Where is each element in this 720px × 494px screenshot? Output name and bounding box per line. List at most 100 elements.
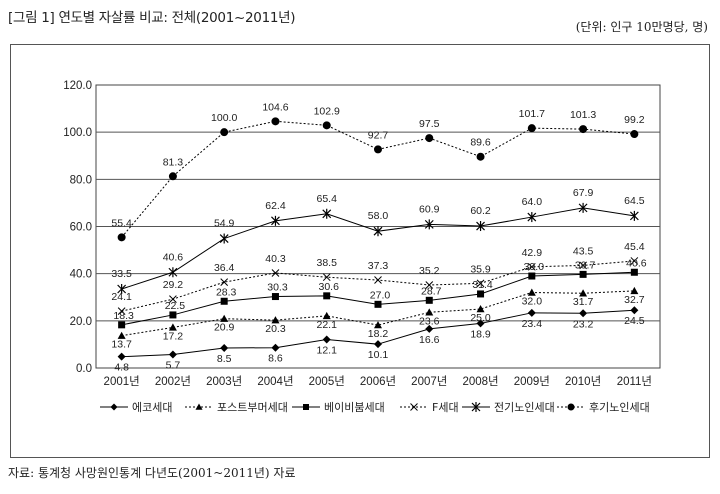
data-label: 32.7 [624,294,645,306]
x-tick-label: 2007년 [411,375,447,388]
data-label: 20.3 [265,323,286,335]
data-label: 62.4 [265,200,286,212]
data-label: 28.3 [216,286,237,298]
data-label: 36.4 [214,262,235,274]
data-label: 18.9 [470,328,491,340]
data-label: 40.3 [265,253,286,265]
asterisk-marker [373,226,383,237]
y-axis-ticks: 0.0 20.0 40.0 60.0 80.0 100.0 120.0 [63,80,92,375]
data-label: 40.6 [163,251,184,263]
triangle-marker [579,289,588,297]
data-label: 60.2 [470,205,491,217]
legend-label: 베이비붐세대 [324,401,385,414]
data-label: 101.3 [570,109,596,121]
asterisk-marker [271,215,280,226]
x-marker [527,262,536,271]
x-tick-label: 2011년 [617,375,652,388]
square-marker [220,297,228,305]
diamond-marker [425,324,434,333]
data-label: 23.2 [573,318,594,330]
data-label: 37.3 [368,260,389,272]
circle-marker [425,134,434,143]
legend-label: 에코세대 [132,401,172,414]
diamond-marker [630,306,639,315]
triangle-marker [195,403,203,410]
data-label: 17.2 [163,330,184,342]
data-label: 40.6 [626,257,647,269]
data-label: 58.0 [368,210,389,222]
asterisk-marker [117,283,127,294]
x-tick-label: 2002년 [155,375,191,388]
x-tick-label: 2005년 [309,375,345,388]
asterisk-marker [322,208,332,219]
data-label: 38.5 [317,257,338,269]
asterisk-marker [527,212,537,223]
circle-marker [271,117,280,126]
data-label: 25.0 [470,312,491,324]
data-label: 35.2 [419,265,440,277]
x-marker-stroke [425,281,434,289]
series-line [121,290,635,337]
data-label: 32.0 [522,296,543,308]
data-label: 8.5 [217,353,232,365]
data-label: 22.1 [317,319,338,331]
x-marker [169,295,177,303]
data-label: 33.5 [111,268,132,280]
data-label: 5.7 [166,360,181,372]
y-tick-label: 20.0 [70,316,92,328]
x-marker [374,276,382,284]
x-axis-ticks: 2001년 2002년 2003년 2004년 2005년 2006년 2007년 2008년… [104,375,652,388]
data-label: 55.4 [111,217,132,229]
x-marker-stroke [476,279,485,288]
data-label: 35.9 [470,263,491,275]
data-label: 23.4 [522,318,543,330]
asterisk-marker [168,267,178,278]
x-tick-label: 2001년 [104,375,140,388]
x-tick-label: 2003년 [206,375,242,388]
data-label: 16.6 [419,334,440,346]
triangle-marker [168,323,177,331]
legend-label: 포스트부머세대 [217,401,288,414]
data-label: 104.6 [262,101,288,113]
data-label: 45.4 [624,241,645,253]
data-label: 60.9 [419,203,440,215]
square-marker [477,290,485,298]
triangle-marker [117,331,126,339]
square-marker [374,300,382,308]
asterisk-marker [476,221,485,232]
data-label: 64.0 [522,196,543,208]
asterisk-marker [629,210,639,221]
data-label: 39.0 [524,261,545,273]
triangle-marker [322,311,331,320]
x-tick-label: 2008년 [462,375,498,388]
grid-lines [96,131,660,322]
data-label: 23.6 [419,315,440,327]
square-marker [528,272,536,280]
square-marker [630,268,638,276]
data-label: 92.7 [368,129,389,141]
circle-marker [322,121,331,130]
asterisk-marker [424,219,434,230]
source-note: 자료: 통계청 사망원인통계 다년도(2001~2011년) 자료 [8,466,296,480]
square-marker [425,296,433,304]
circle-marker [168,172,177,181]
circle-marker [579,125,588,134]
data-label: 81.3 [163,156,184,168]
triangle-marker [630,286,639,295]
x-marker [476,279,485,288]
data-label: 18.3 [113,310,134,322]
legend-label: 후기노인세대 [589,401,650,414]
data-label: 13.7 [111,339,132,351]
data-label: 12.1 [317,344,338,356]
chart-frame [10,44,710,458]
data-label: 27.0 [370,289,391,301]
data-label: 18.2 [368,328,389,340]
legend-label: F세대 [432,401,459,414]
x-tick-label: 2010년 [565,375,601,388]
square-marker [169,311,177,319]
diamond-marker [220,343,229,352]
figure-title: [그림 1] 연도별 자살률 비교: 전체(2001~2011년) [8,10,296,26]
x-marker [425,281,434,289]
diamond-marker [110,403,118,411]
data-label: 43.5 [573,245,594,257]
